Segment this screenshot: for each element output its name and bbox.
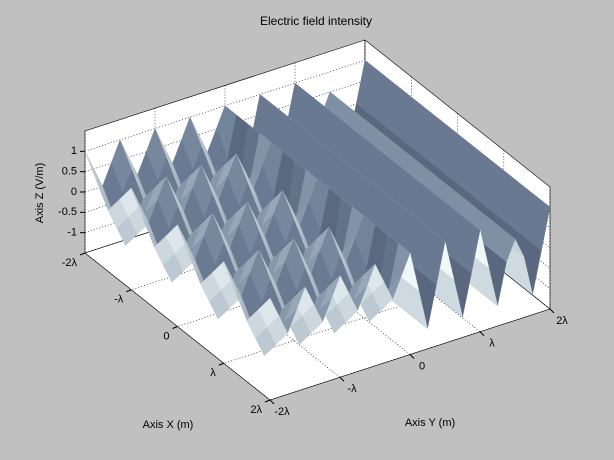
z-axis-label: Axis Z (V/m) xyxy=(34,163,46,224)
x-tick-label: 0 xyxy=(163,330,169,342)
tick-mark xyxy=(126,289,132,293)
tick-mark xyxy=(218,362,224,366)
y-axis-label: Axis Y (m) xyxy=(405,417,455,429)
chart-title: Electric field intensity xyxy=(260,14,372,28)
x-tick-label: -λ xyxy=(114,294,124,306)
grid-line xyxy=(84,131,271,401)
grid-line xyxy=(223,150,505,364)
y-tick-label: λ xyxy=(489,338,495,350)
z-tick-label: -0.5 xyxy=(58,206,77,218)
y-tick-label: -λ xyxy=(347,383,357,395)
y-tick-label: -2λ xyxy=(274,406,290,418)
y-tick-label: 2λ xyxy=(556,315,568,327)
z-tick-label: -1 xyxy=(67,227,77,239)
tick-mark xyxy=(269,399,275,405)
tick-mark xyxy=(479,331,485,337)
tick-mark xyxy=(549,308,555,314)
tick-mark xyxy=(409,354,415,359)
grid-line xyxy=(269,187,551,401)
tick-mark xyxy=(264,399,271,403)
surface-patch xyxy=(258,297,280,328)
y-tick-label: 0 xyxy=(419,360,425,372)
tick-mark xyxy=(172,326,178,329)
x-axis-label: Axis X (m) xyxy=(143,419,194,431)
z-tick-label: 0.5 xyxy=(62,166,77,178)
x-tick-label: -2λ xyxy=(62,257,78,269)
z-tick-label: 1 xyxy=(71,145,77,157)
tick-mark xyxy=(79,252,86,256)
z-tick-label: 0 xyxy=(71,186,77,198)
x-tick-label: 2λ xyxy=(250,404,262,416)
tick-mark xyxy=(339,376,345,382)
x-tick-label: λ xyxy=(210,367,216,379)
